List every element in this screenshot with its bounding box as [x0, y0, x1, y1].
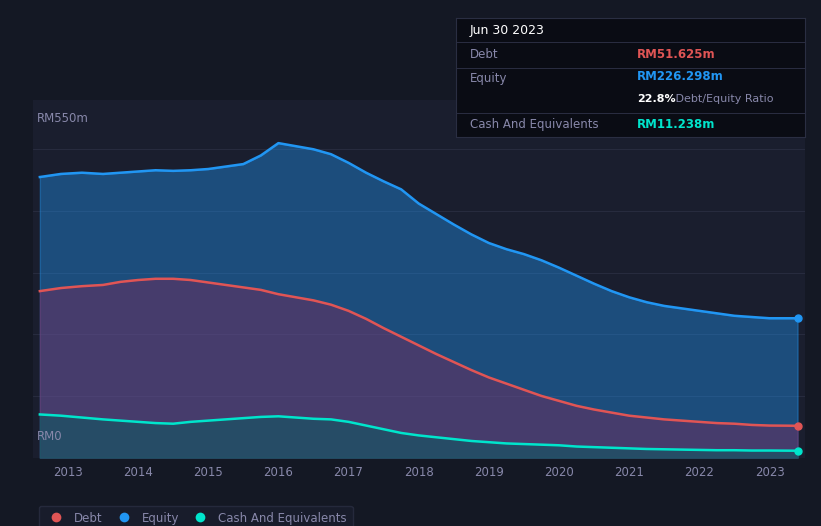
Text: RM51.625m: RM51.625m — [637, 48, 716, 61]
Text: Jun 30 2023: Jun 30 2023 — [470, 24, 544, 37]
Text: Cash And Equivalents: Cash And Equivalents — [470, 118, 599, 132]
Text: RM550m: RM550m — [37, 113, 89, 126]
Legend: Debt, Equity, Cash And Equivalents: Debt, Equity, Cash And Equivalents — [39, 505, 353, 526]
Text: RM226.298m: RM226.298m — [637, 70, 724, 84]
Text: Debt/Equity Ratio: Debt/Equity Ratio — [672, 94, 773, 104]
Text: RM0: RM0 — [37, 430, 62, 443]
Text: 22.8%: 22.8% — [637, 94, 676, 104]
Text: Debt: Debt — [470, 48, 498, 61]
Text: RM11.238m: RM11.238m — [637, 118, 715, 132]
Text: Equity: Equity — [470, 72, 507, 85]
